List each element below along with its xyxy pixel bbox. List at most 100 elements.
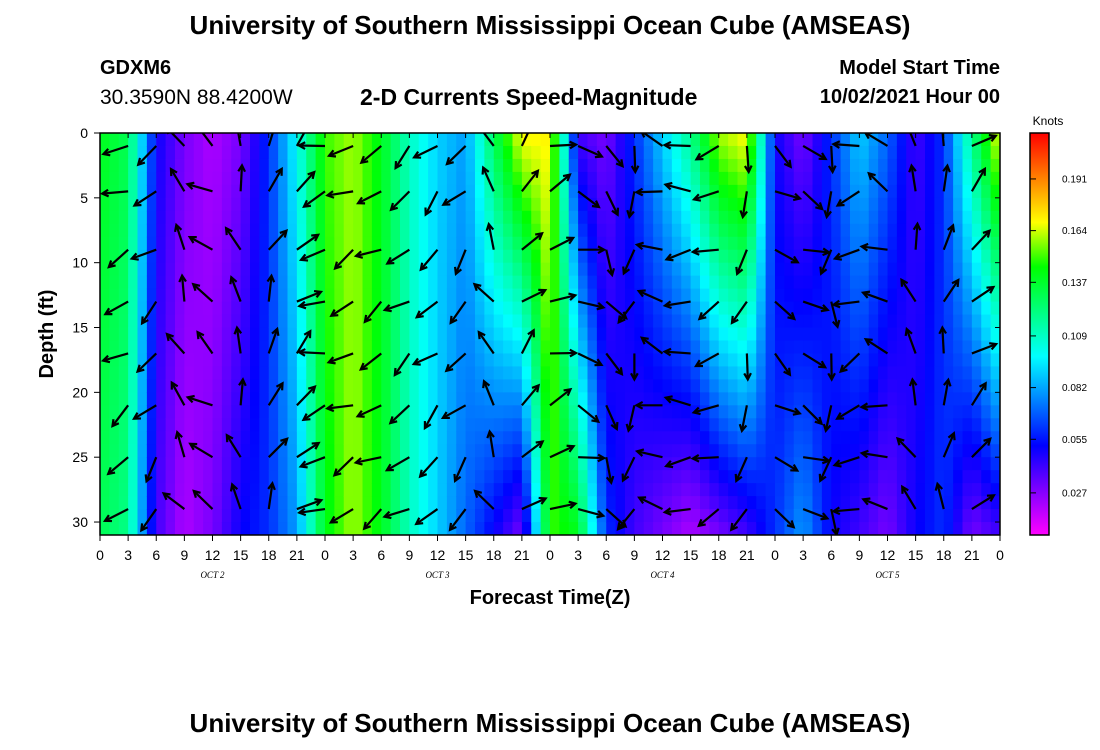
heatmap-cell xyxy=(409,431,420,445)
heatmap-cell xyxy=(596,262,607,277)
heatmap-cell xyxy=(653,444,664,458)
heatmap-cell xyxy=(334,288,345,303)
heatmap-cell xyxy=(981,392,992,406)
heatmap-cell xyxy=(953,327,964,342)
heatmap-cell xyxy=(531,470,542,484)
heatmap-cell xyxy=(868,470,879,484)
heatmap-cell xyxy=(287,327,298,342)
heatmap-cell xyxy=(981,288,992,303)
heatmap-cell xyxy=(296,483,307,497)
heatmap-cell xyxy=(484,236,495,251)
heatmap-cell xyxy=(906,379,917,393)
heatmap-cell xyxy=(456,418,467,432)
heatmap-cell xyxy=(812,457,823,471)
heatmap-cell xyxy=(737,522,748,535)
heatmap-cell xyxy=(175,496,185,510)
current-vector xyxy=(520,328,535,354)
heatmap-cell xyxy=(821,366,832,380)
heatmap-cell xyxy=(221,327,232,342)
heatmap-cell xyxy=(981,249,992,264)
heatmap-cell xyxy=(850,288,860,303)
heatmap-cell xyxy=(943,431,954,445)
heatmap-cell xyxy=(250,340,260,355)
heatmap-cell xyxy=(690,457,701,471)
heatmap-cell xyxy=(990,236,1000,251)
heatmap-cell xyxy=(334,133,345,147)
heatmap-cell xyxy=(390,249,401,264)
heatmap-cell xyxy=(418,184,429,199)
heatmap-cell xyxy=(221,288,232,303)
current-vector xyxy=(453,249,467,276)
heatmap-cell xyxy=(390,184,401,199)
heatmap-cell xyxy=(390,340,401,355)
heatmap-cell xyxy=(193,483,204,497)
heatmap-cell xyxy=(962,483,973,497)
heatmap-cell xyxy=(915,327,926,342)
heatmap-cell xyxy=(962,158,973,173)
heatmap-cell xyxy=(653,288,664,303)
heatmap-cell xyxy=(906,483,917,497)
heatmap-cell xyxy=(231,133,242,147)
heatmap-cell xyxy=(775,509,785,523)
heatmap-cell xyxy=(137,470,148,484)
heatmap-cell xyxy=(971,470,982,484)
current-vector xyxy=(577,190,601,209)
heatmap-cell xyxy=(775,262,785,277)
heatmap-cell xyxy=(287,353,298,368)
heatmap-cell xyxy=(521,314,532,329)
heatmap-cell xyxy=(371,275,382,290)
heatmap-cell xyxy=(521,210,532,225)
heatmap-cell xyxy=(578,197,589,212)
heatmap-cell xyxy=(925,457,935,471)
heatmap-cell xyxy=(418,340,429,355)
heatmap-cell xyxy=(587,275,598,290)
heatmap-cell xyxy=(203,171,214,186)
heatmap-cell xyxy=(700,483,710,497)
heatmap-cell xyxy=(803,418,814,432)
heatmap-cell xyxy=(840,405,851,419)
heatmap-cell xyxy=(362,236,373,251)
heatmap-cell xyxy=(484,522,495,535)
heatmap-cell xyxy=(165,275,176,290)
heatmap-cell xyxy=(231,522,242,535)
heatmap-cell xyxy=(559,184,570,199)
heatmap-cell xyxy=(381,223,392,238)
heatmap-cell xyxy=(400,314,410,329)
current-vector xyxy=(296,507,326,517)
heatmap-cell xyxy=(287,431,298,445)
heatmap-cell xyxy=(578,405,589,419)
heatmap-cell xyxy=(990,249,1000,264)
heatmap-cell xyxy=(118,327,129,342)
heatmap-cell xyxy=(906,275,917,290)
heatmap-cell xyxy=(681,483,692,497)
heatmap-cell xyxy=(493,133,504,147)
current-vector xyxy=(185,181,213,193)
heatmap-cell xyxy=(137,483,148,497)
heatmap-cell xyxy=(278,444,289,458)
heatmap-cell xyxy=(306,133,317,147)
heatmap-cell xyxy=(231,158,242,173)
heatmap-cell xyxy=(737,483,748,497)
heatmap-cell xyxy=(887,405,898,419)
heatmap-cell xyxy=(990,353,1000,368)
heatmap-cell xyxy=(184,353,195,368)
heatmap-cell xyxy=(784,470,795,484)
heatmap-cell xyxy=(925,327,935,342)
heatmap-cell xyxy=(990,379,1000,393)
heatmap-cell xyxy=(100,379,110,393)
heatmap-cell xyxy=(203,145,214,160)
heatmap-cell xyxy=(606,249,617,264)
current-vector xyxy=(229,275,242,302)
heatmap-cell xyxy=(400,483,410,497)
heatmap-cell xyxy=(653,145,664,160)
heatmap-cell xyxy=(821,444,832,458)
heatmap-cell xyxy=(718,405,729,419)
current-vector xyxy=(839,352,861,374)
heatmap-cell xyxy=(775,275,785,290)
heatmap-cell xyxy=(728,496,739,510)
heatmap-cell xyxy=(128,457,139,471)
current-vector xyxy=(831,140,860,149)
heatmap-cell xyxy=(531,392,542,406)
heatmap-cell xyxy=(990,392,1000,406)
heatmap-cell xyxy=(137,262,148,277)
